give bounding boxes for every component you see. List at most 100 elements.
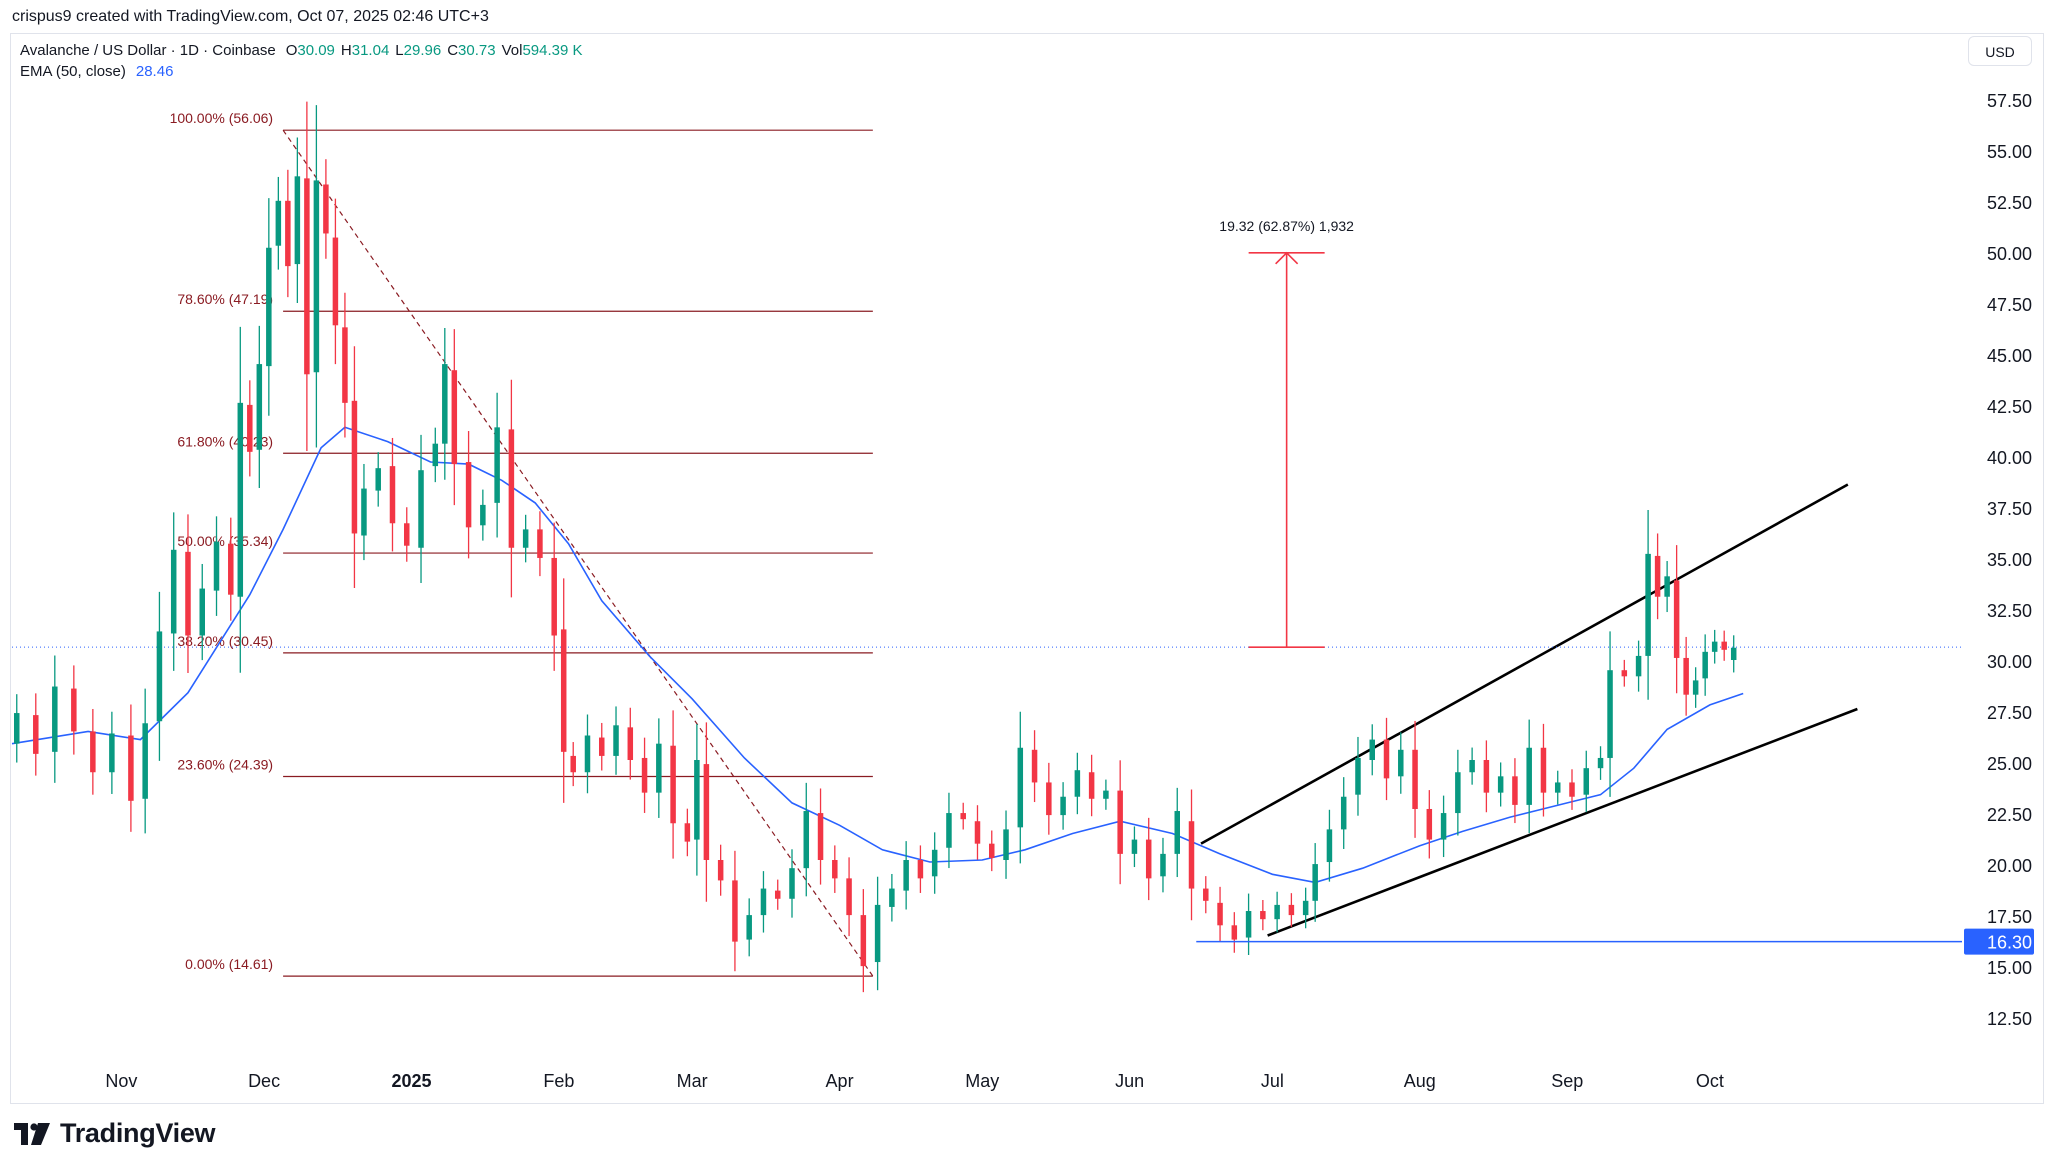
- candle-up: [1583, 768, 1590, 795]
- candle-up: [1274, 904, 1280, 920]
- time-tick-label: Dec: [248, 1071, 280, 1091]
- close-value: 30.73: [458, 42, 496, 59]
- time-tick-label: Oct: [1696, 1071, 1724, 1091]
- candle-down: [1288, 904, 1295, 916]
- candle-up: [931, 849, 938, 877]
- candle-up: [1060, 796, 1066, 816]
- candle-down: [90, 731, 96, 773]
- candle-up: [1664, 576, 1670, 597]
- support-line: 16.30: [1196, 928, 2034, 955]
- channel-lower-line: [1267, 707, 1858, 937]
- legend-ema-row[interactable]: EMA (50, close) 28.46: [20, 61, 589, 82]
- candle-down: [1088, 772, 1095, 799]
- volume-label: Vol: [501, 42, 523, 59]
- candle-up: [1469, 760, 1475, 773]
- candle-down: [560, 629, 567, 752]
- candle-up: [494, 427, 500, 503]
- candle-down: [323, 184, 329, 234]
- candle-up: [1635, 655, 1642, 677]
- candle-up: [313, 180, 320, 373]
- candle-down: [1721, 641, 1727, 650]
- price-tick-label: 52.50: [1987, 193, 2032, 213]
- candle-down: [537, 529, 543, 558]
- candle-down: [641, 757, 648, 793]
- candle-up: [1607, 670, 1613, 758]
- candle-down: [1683, 657, 1689, 695]
- candle-up: [874, 904, 881, 963]
- support-price-tag: [1964, 928, 2034, 955]
- candle-down: [389, 466, 396, 524]
- time-tick-label: May: [965, 1071, 999, 1091]
- candle-down: [185, 551, 191, 636]
- candle-up: [656, 743, 662, 793]
- candle-down: [285, 200, 291, 267]
- candle-down: [33, 715, 39, 754]
- ema-50-path: [11, 426, 1744, 884]
- candle-up: [1174, 811, 1180, 854]
- symbol-description: Avalanche / US Dollar · 1D · Coinbase: [20, 42, 276, 59]
- price-tick-label: 42.50: [1987, 397, 2032, 417]
- ema-indicator-label: EMA (50, close): [20, 63, 126, 80]
- fib-level-label: 23.60% (24.39): [177, 757, 273, 773]
- candle-down: [1203, 888, 1209, 901]
- candle-up: [789, 868, 795, 899]
- candle-up: [1702, 651, 1708, 679]
- candle-up: [199, 588, 205, 636]
- candle-down: [703, 764, 710, 860]
- candle-up: [903, 860, 909, 891]
- fib-level-label: 0.00% (14.61): [185, 956, 273, 972]
- candle-up: [156, 631, 163, 722]
- candle-up: [1131, 839, 1138, 854]
- time-tick-label: Jul: [1261, 1071, 1284, 1091]
- candle-up: [1160, 853, 1166, 877]
- price-chart[interactable]: 100.00% (56.06)78.60% (47.19)61.80% (40.…: [0, 0, 2048, 1110]
- price-tick-label: 27.50: [1987, 703, 2032, 723]
- candle-up: [14, 713, 20, 744]
- price-tick-label: 32.50: [1987, 601, 2032, 621]
- time-axis: Nov Dec 2025 Feb Mar Apr May Jun Jul Aug Sep Oct: [105, 1071, 1724, 1091]
- candle-down: [351, 400, 358, 534]
- candle-down: [917, 860, 924, 879]
- candle-up: [442, 364, 448, 444]
- price-tick-label: 57.50: [1987, 91, 2032, 111]
- candle-down: [228, 543, 234, 595]
- candle-down: [1673, 580, 1680, 658]
- support-price-label: 16.30: [1987, 933, 2032, 953]
- fib-level-label: 78.60% (47.19): [177, 291, 273, 307]
- candle-up: [213, 541, 220, 591]
- candle-up: [1003, 829, 1009, 860]
- tradingview-logo-icon: [14, 1122, 50, 1145]
- price-tick-label: 45.00: [1987, 346, 2032, 366]
- candle-up: [418, 470, 424, 548]
- candle-up: [1340, 796, 1347, 830]
- time-tick-label: Apr: [826, 1071, 854, 1091]
- candle-up: [170, 549, 177, 634]
- candle-down: [404, 523, 410, 546]
- candle-down: [627, 727, 634, 760]
- fib-trend-line: [282, 129, 874, 977]
- legend-ohlc-row: Avalanche / US Dollar · 1D · Coinbase O30…: [20, 40, 589, 61]
- currency-selector-button[interactable]: USD: [1968, 36, 2032, 66]
- candle-up: [142, 723, 148, 799]
- tradingview-logo[interactable]: TradingView: [14, 1118, 216, 1149]
- fib-level-label: 38.20% (30.45): [177, 633, 273, 649]
- open-value: 30.09: [297, 42, 335, 59]
- fibonacci-retracement: 100.00% (56.06)78.60% (47.19)61.80% (40.…: [170, 110, 874, 977]
- candle-down: [1031, 749, 1038, 783]
- candle-down: [1260, 911, 1266, 920]
- candle-up: [1245, 911, 1252, 938]
- chart-legend: Avalanche / US Dollar · 1D · Coinbase O30…: [20, 40, 589, 82]
- ema-50-line: [11, 426, 1744, 884]
- chart-attribution: crispus9 created with TradingView.com, O…: [12, 8, 489, 25]
- candle-up: [694, 760, 700, 840]
- candle-up: [1302, 900, 1309, 916]
- candle-up: [889, 888, 895, 907]
- time-tick-label: Aug: [1404, 1071, 1436, 1091]
- time-tick-label: Sep: [1551, 1071, 1583, 1091]
- candle-up: [1645, 553, 1651, 656]
- candle-down: [570, 755, 576, 773]
- low-label: L: [395, 42, 404, 59]
- candle-up: [1369, 739, 1375, 760]
- candle-up: [109, 733, 115, 773]
- candle-up: [1074, 770, 1081, 797]
